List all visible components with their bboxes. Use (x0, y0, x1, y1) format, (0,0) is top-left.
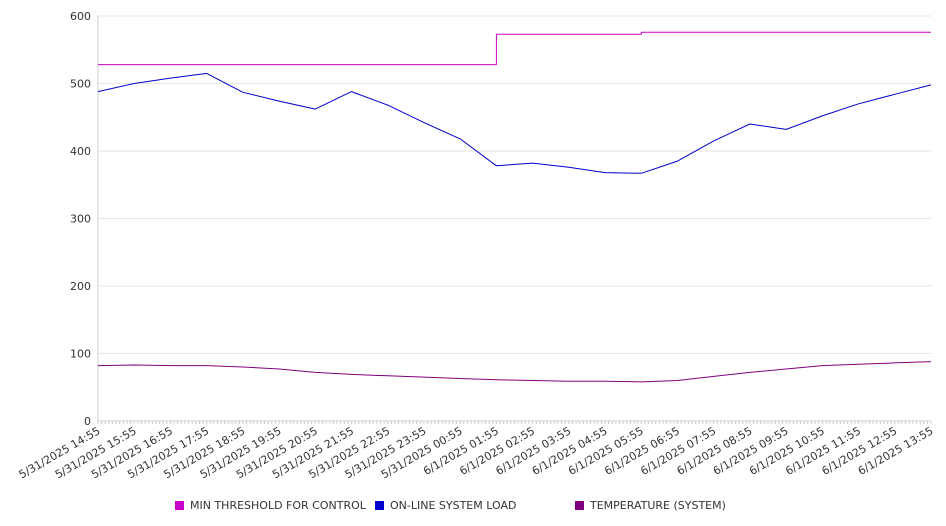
y-tick-label: 0 (84, 415, 91, 428)
y-tick-label: 600 (70, 10, 91, 23)
y-tick-label: 500 (70, 78, 91, 91)
axes (97, 16, 932, 424)
legend-swatch-system-load (375, 500, 384, 510)
legend-swatch-temperature (575, 500, 584, 510)
legend: MIN THRESHOLD FOR CONTROL ON-LINE SYSTEM… (0, 497, 946, 513)
x-tick-labels: 5/31/2025 14:555/31/2025 15:555/31/2025 … (17, 424, 936, 481)
legend-item-temperature: TEMPERATURE (SYSTEM) (575, 497, 726, 513)
y-tick-labels: 0 100 200 300 400 500 600 (70, 10, 91, 428)
series-line-1 (97, 72, 932, 174)
series-line-2 (97, 361, 932, 383)
y-tick-label: 200 (70, 280, 91, 293)
legend-swatch-min-threshold (175, 500, 184, 510)
legend-label-min-threshold: MIN THRESHOLD FOR CONTROL (190, 498, 366, 512)
series-lines (97, 31, 932, 383)
grid-lines (98, 15, 931, 354)
y-tick-label: 400 (70, 145, 91, 158)
y-tick-label: 100 (70, 348, 91, 361)
legend-item-min-threshold: MIN THRESHOLD FOR CONTROL (175, 497, 366, 513)
legend-label-system-load: ON-LINE SYSTEM LOAD (390, 498, 517, 512)
legend-item-system-load: ON-LINE SYSTEM LOAD (375, 497, 516, 513)
y-tick-label: 300 (70, 213, 91, 226)
series-line-0 (98, 31, 931, 66)
legend-label-temperature: TEMPERATURE (SYSTEM) (590, 498, 726, 512)
